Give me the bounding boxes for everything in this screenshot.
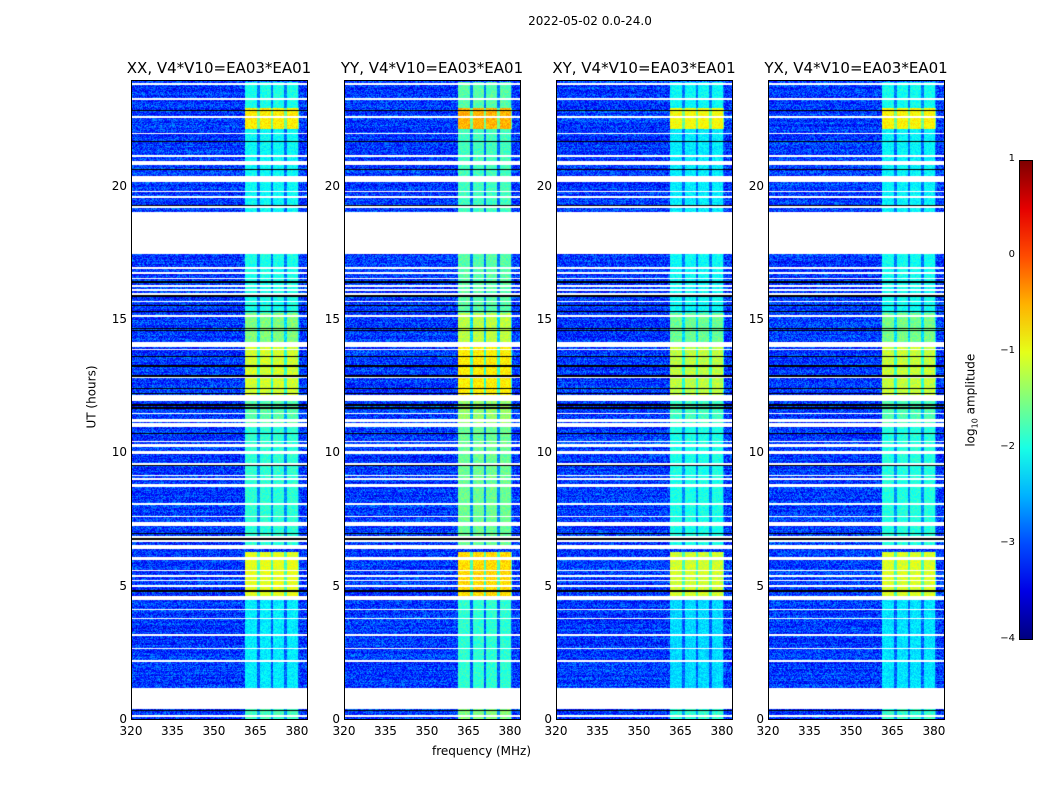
panel-title: YX, V4*V10=EA03*EA01: [764, 59, 948, 77]
colorbar-tick-label: −4: [1000, 633, 1015, 644]
y-tick-label: 10: [111, 445, 127, 460]
x-tick-label: 350: [839, 724, 863, 738]
waterfall-heatmap: [769, 81, 944, 719]
y-tick-label: 5: [544, 578, 552, 593]
y-tick-label: 0: [119, 712, 127, 726]
x-tick-label: 380: [498, 724, 522, 738]
panel-title: YY, V4*V10=EA03*EA01: [340, 59, 524, 77]
waterfall-panel: [556, 80, 733, 720]
y-tick-label: 10: [536, 445, 552, 460]
x-tick-label: 350: [202, 724, 226, 738]
x-tick-label: 365: [669, 724, 692, 738]
y-tick-label: 20: [536, 178, 552, 193]
x-tick-label: 380: [710, 724, 734, 738]
y-tick-label: 15: [536, 312, 552, 326]
x-tick-label: 320: [119, 724, 143, 738]
x-tick-label: 335: [586, 724, 609, 738]
y-tick-label: 15: [111, 312, 127, 326]
panel-title: XY, V4*V10=EA03*EA01: [552, 59, 736, 77]
x-tick-label: 335: [161, 724, 184, 738]
y-tick-label: 0: [756, 712, 764, 726]
x-tick-label: 335: [798, 724, 821, 738]
y-tick-label: 15: [748, 312, 764, 326]
y-tick-label: 0: [544, 712, 552, 726]
colorbar-tick-label: −3: [1000, 537, 1015, 548]
y-tick-label: 10: [748, 445, 764, 460]
x-tick-label: 365: [244, 724, 267, 738]
x-tick-label: 350: [627, 724, 651, 738]
y-tick-label: 15: [324, 312, 340, 326]
colorbar: [1019, 160, 1033, 640]
y-tick-label: 5: [332, 578, 340, 593]
x-tick-label: 320: [756, 724, 780, 738]
y-axis-label: UT (hours): [84, 365, 99, 429]
colorbar-tick-label: 0: [1008, 249, 1015, 260]
waterfall-panel: [131, 80, 308, 720]
figure-title: 2022-05-02 0.0-24.0: [528, 14, 652, 28]
x-tick-label: 365: [457, 724, 480, 738]
x-tick-label: 335: [374, 724, 397, 738]
y-tick-label: 20: [748, 178, 764, 193]
colorbar-tick-label: −1: [1000, 345, 1015, 356]
colorbar-tick-label: −2: [1000, 441, 1015, 452]
x-tick-label: 320: [544, 724, 568, 738]
waterfall-heatmap: [345, 81, 520, 719]
panel-title: XX, V4*V10=EA03*EA01: [126, 59, 312, 77]
y-tick-label: 20: [324, 178, 340, 193]
x-tick-label: 380: [922, 724, 946, 738]
y-tick-label: 20: [111, 178, 127, 193]
x-tick-label: 380: [285, 724, 309, 738]
x-tick-label: 320: [332, 724, 356, 738]
x-tick-label: 365: [881, 724, 904, 738]
waterfall-heatmap: [557, 81, 732, 719]
colorbar-label: log10 amplitude: [963, 353, 980, 447]
waterfall-panel: [768, 80, 945, 720]
x-tick-label: 350: [415, 724, 439, 738]
waterfall-panel: [344, 80, 521, 720]
y-tick-label: 10: [324, 445, 340, 460]
x-axis-label: frequency (MHz): [432, 744, 532, 758]
y-tick-label: 0: [332, 712, 340, 726]
y-tick-label: 5: [756, 578, 764, 593]
waterfall-heatmap: [132, 81, 307, 719]
colorbar-tick-label: 1: [1008, 153, 1015, 164]
y-tick-label: 5: [119, 578, 127, 593]
